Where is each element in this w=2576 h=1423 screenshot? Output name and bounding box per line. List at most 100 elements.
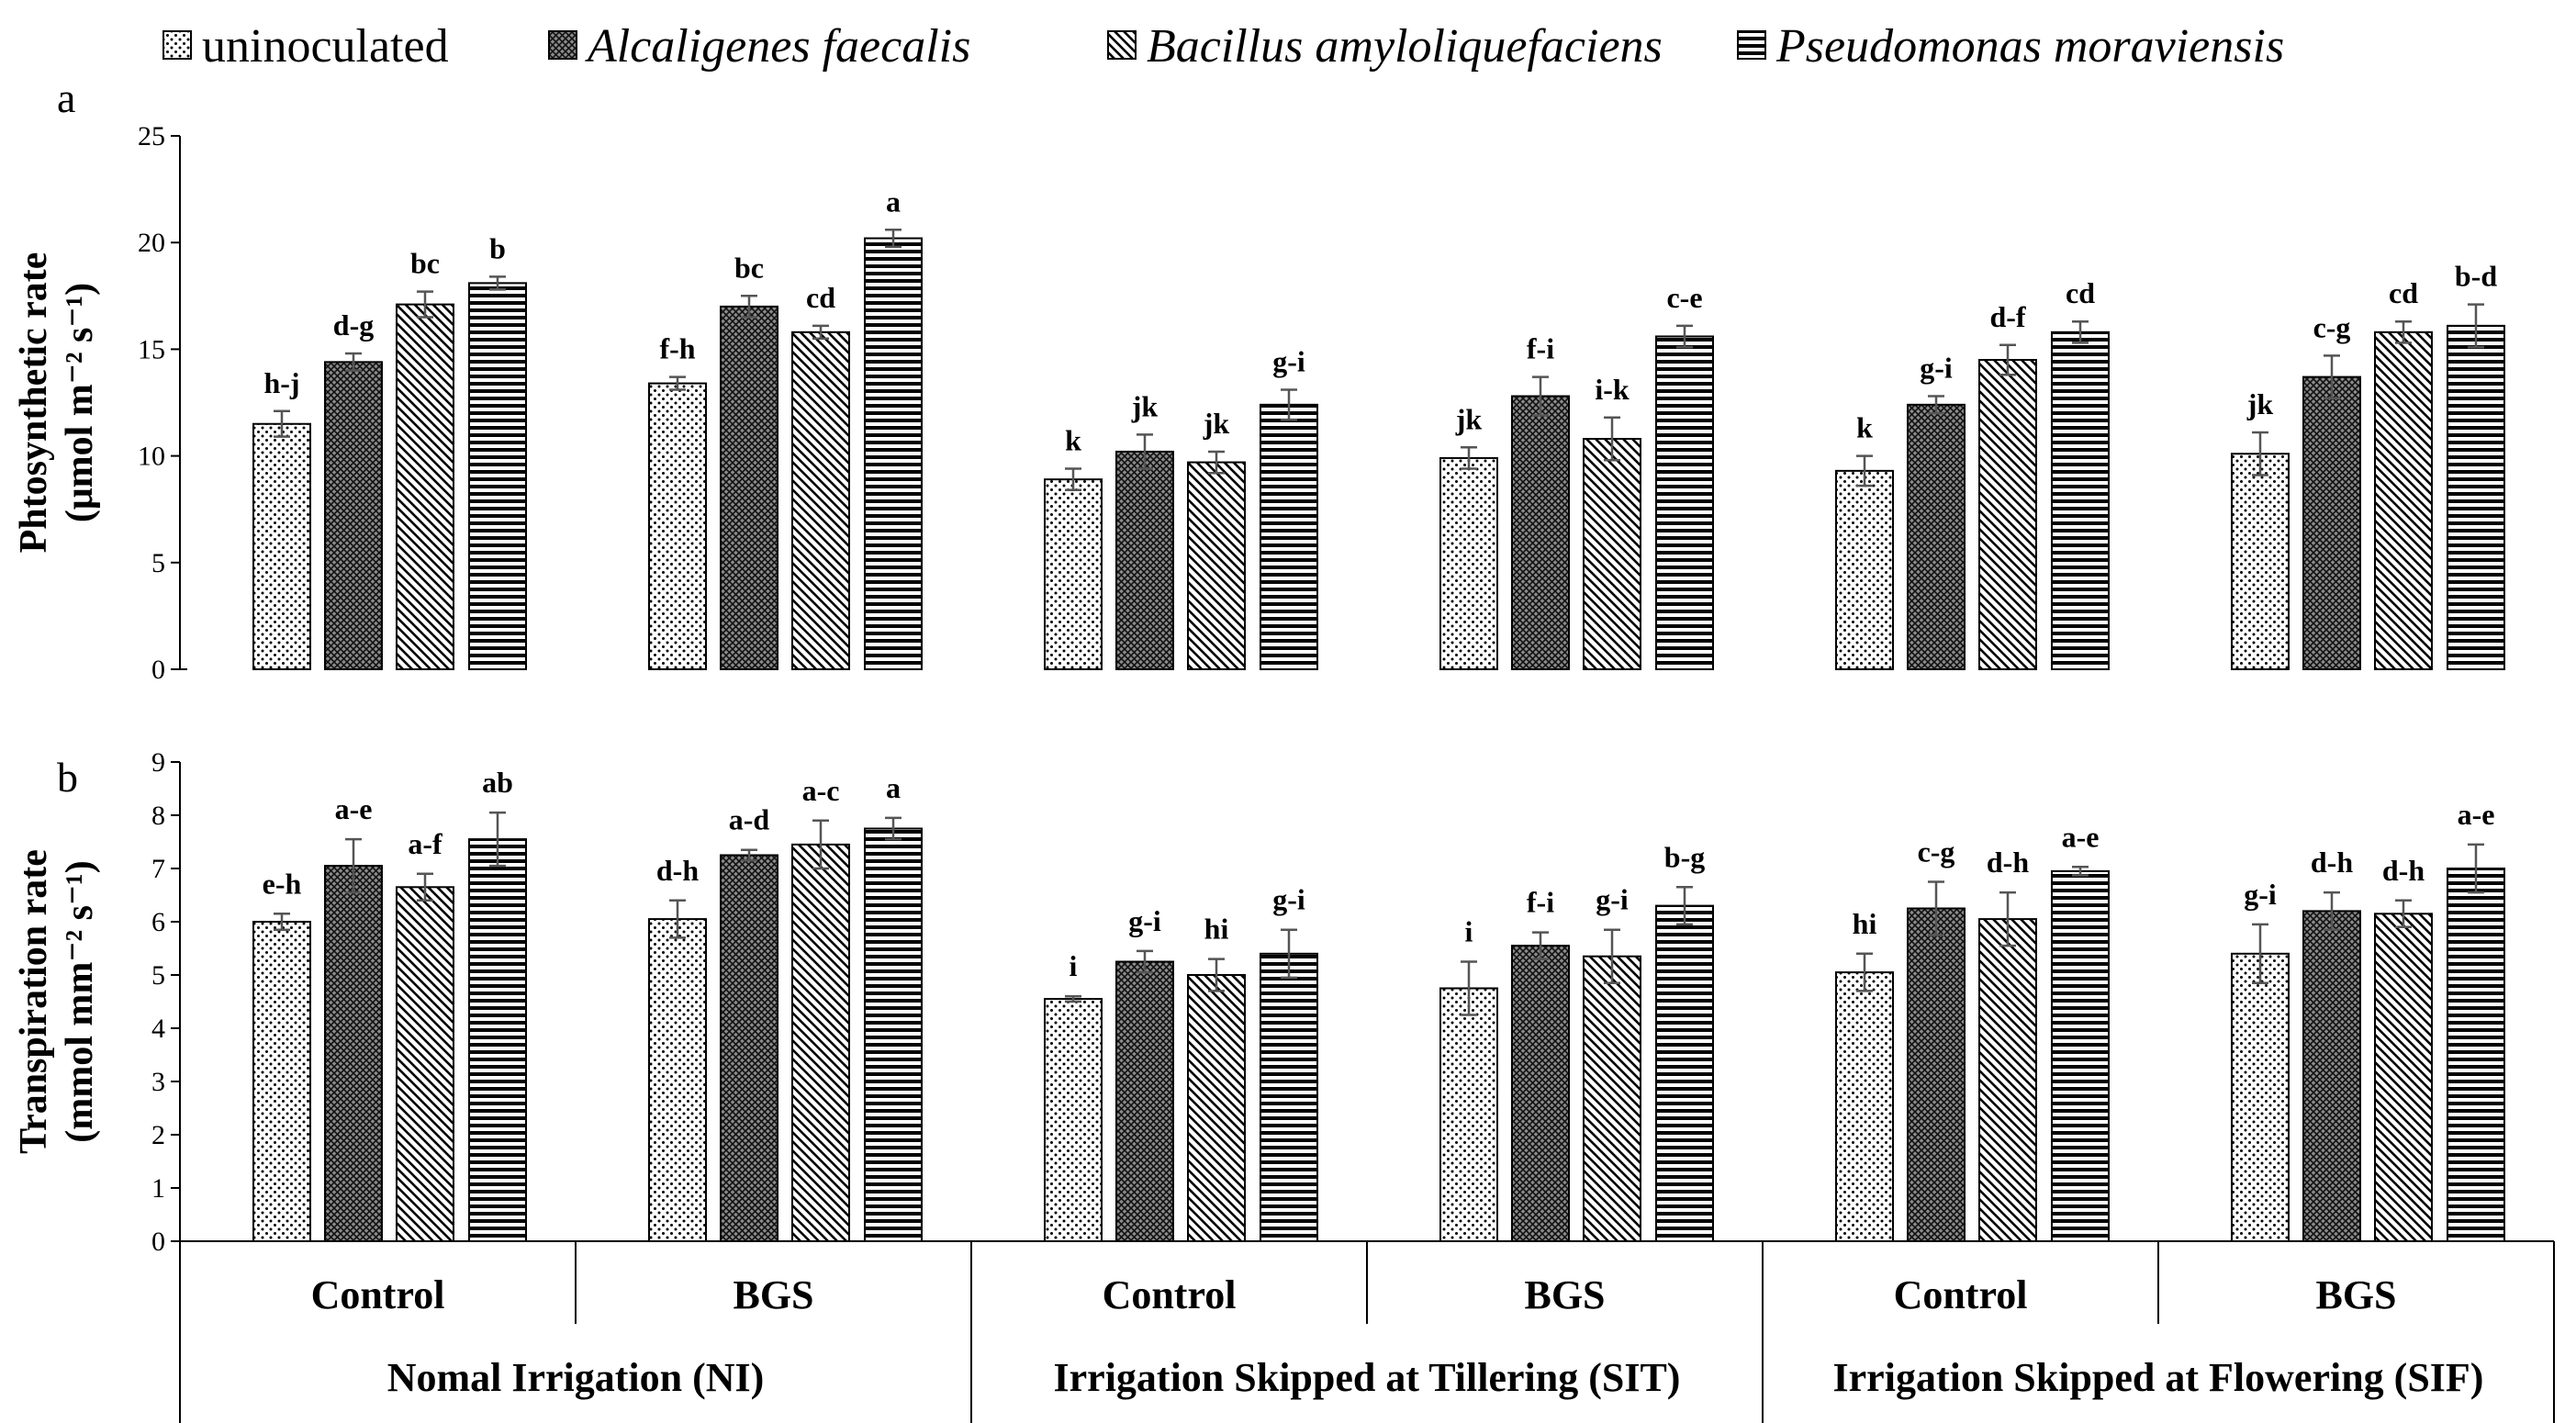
y-axis-title-line2: (mmol mm⁻² s⁻¹)	[59, 860, 101, 1142]
y-tick-label: 6	[151, 907, 165, 937]
bar-alcaligenes-faecalis	[720, 854, 778, 1242]
significance-label: cd	[806, 281, 835, 314]
bar-uninoculated	[252, 921, 311, 1242]
significance-label: jk	[2246, 387, 2274, 420]
significance-label: a	[886, 771, 901, 804]
significance-label: k	[1856, 411, 1873, 444]
significance-label: a-d	[729, 803, 770, 836]
y-tick-label: 7	[151, 854, 165, 884]
legend: uninoculated Alcaligenes faecalis Bacillus…	[162, 20, 2284, 73]
bar-pseudomonas-moraviensis	[2051, 869, 2110, 1243]
y-tick-label: 10	[138, 442, 165, 472]
y-tick-label: 9	[151, 747, 165, 778]
bar-alcaligenes-faecalis	[1907, 403, 1966, 670]
significance-label: hi	[1204, 913, 1229, 946]
significance-label: bc	[734, 251, 764, 284]
bar-uninoculated	[1439, 456, 1498, 671]
bar-uninoculated	[1835, 971, 1894, 1242]
bar-alcaligenes-faecalis	[1511, 945, 1570, 1242]
bar-uninoculated	[648, 918, 707, 1242]
significance-label: f-i	[1527, 886, 1554, 919]
significance-label: jk	[1203, 407, 1230, 440]
significance-label: k	[1065, 424, 1081, 457]
y-tick-label: 1	[151, 1173, 165, 1204]
bar-bacillus-amyloliquefaciens	[2374, 331, 2433, 670]
bar-pseudomonas-moraviensis	[1260, 403, 1318, 670]
y-axis-title-line1: Phtosynthetic rate	[13, 252, 55, 554]
bar-bacillus-amyloliquefaciens	[396, 886, 454, 1242]
panel-label-b: b	[57, 754, 78, 801]
y-axis-title-line2: (μmol m⁻² s⁻¹)	[59, 283, 101, 522]
bar-uninoculated	[648, 382, 707, 670]
significance-label: hi	[1853, 907, 1877, 940]
significance-label: g-i	[2244, 878, 2277, 911]
bar-uninoculated	[1044, 998, 1103, 1242]
y-tick-label: 0	[151, 655, 165, 685]
significance-label: g-i	[1128, 904, 1161, 937]
bar-bacillus-amyloliquefaciens	[1978, 359, 2037, 670]
subgroup-label: BGS	[2315, 1272, 2396, 1317]
legend-label-4: Pseudomonas moraviensis	[1775, 20, 2284, 73]
bar-alcaligenes-faecalis	[1907, 907, 1966, 1242]
panel-label-a: a	[57, 74, 75, 121]
bar-alcaligenes-faecalis	[324, 865, 383, 1242]
bar-alcaligenes-faecalis	[2302, 910, 2361, 1243]
y-tick-label: 25	[138, 121, 165, 151]
significance-label: c-e	[1666, 281, 1702, 314]
y-tick-label: 5	[151, 960, 165, 991]
y-tick-label: 8	[151, 801, 165, 831]
y-tick-label: 3	[151, 1067, 165, 1097]
bar-pseudomonas-moraviensis	[1260, 952, 1318, 1243]
bar-bacillus-amyloliquefaciens	[1978, 918, 2037, 1242]
significance-label: a-e	[2062, 820, 2100, 853]
subgroup-label: BGS	[1524, 1272, 1605, 1317]
bar-alcaligenes-faecalis	[324, 361, 383, 670]
bar-bacillus-amyloliquefaciens	[396, 303, 454, 670]
category-axis: Control BGS Nomal Irrigation (NI) Control BG…	[179, 1240, 2555, 1423]
significance-label: d-f	[1989, 300, 2025, 333]
significance-label: jk	[1131, 389, 1159, 422]
bar-uninoculated	[2231, 453, 2290, 670]
bar-uninoculated	[1044, 478, 1103, 670]
significance-label: d-h	[2382, 854, 2425, 887]
bar-pseudomonas-moraviensis	[468, 282, 527, 670]
subgroup-label: Control	[1894, 1272, 2028, 1317]
bar-pseudomonas-moraviensis	[2447, 868, 2505, 1242]
legend-label-1: uninoculated	[202, 20, 449, 73]
bar-pseudomonas-moraviensis	[864, 237, 923, 670]
significance-label: f-i	[1527, 332, 1554, 365]
bar-alcaligenes-faecalis	[1115, 450, 1174, 670]
bar-bacillus-amyloliquefaciens	[1583, 438, 1641, 670]
significance-label: d-h	[1987, 846, 2029, 879]
significance-label: g-i	[1272, 883, 1305, 916]
significance-label: c-g	[1918, 835, 1955, 868]
significance-label: d-g	[333, 308, 374, 342]
group-label: Irrigation Skipped at Tillering (SIT)	[1054, 1355, 1681, 1400]
legend-label-3: Bacillus amyloliquefaciens	[1147, 20, 1663, 73]
bar-bacillus-amyloliquefaciens	[1187, 974, 1246, 1242]
subgroup-label: BGS	[733, 1272, 813, 1317]
significance-label: e-h	[263, 867, 302, 900]
bar-bacillus-amyloliquefaciens	[2374, 913, 2433, 1242]
y-tick-label: 5	[151, 548, 165, 578]
bar-pseudomonas-moraviensis	[468, 838, 527, 1242]
bar-pseudomonas-moraviensis	[1655, 335, 1714, 670]
bar-pseudomonas-moraviensis	[2051, 331, 2110, 670]
legend-swatch-1	[162, 30, 192, 60]
bar-bacillus-amyloliquefaciens	[1187, 461, 1246, 670]
bar-uninoculated	[1439, 987, 1498, 1242]
y-tick-label: 2	[151, 1120, 165, 1150]
significance-label: a	[886, 185, 901, 218]
significance-label: cd	[2389, 276, 2418, 309]
legend-label-2: Alcaligenes faecalis	[585, 20, 970, 73]
bar-pseudomonas-moraviensis	[1655, 904, 1714, 1242]
significance-label: i	[1070, 949, 1078, 982]
significance-label: bc	[410, 247, 440, 280]
panel-a-photosynthetic-rate: 0 5 10 15 20 25 Phtosynthetic rate (μmol m⁻² s⁻…	[13, 121, 2505, 685]
bar-pseudomonas-moraviensis	[864, 827, 923, 1242]
bar-uninoculated	[2231, 952, 2290, 1243]
bar-bacillus-amyloliquefaciens	[1583, 955, 1641, 1242]
significance-label: c-g	[2313, 310, 2351, 343]
legend-swatch-4	[1737, 30, 1766, 60]
